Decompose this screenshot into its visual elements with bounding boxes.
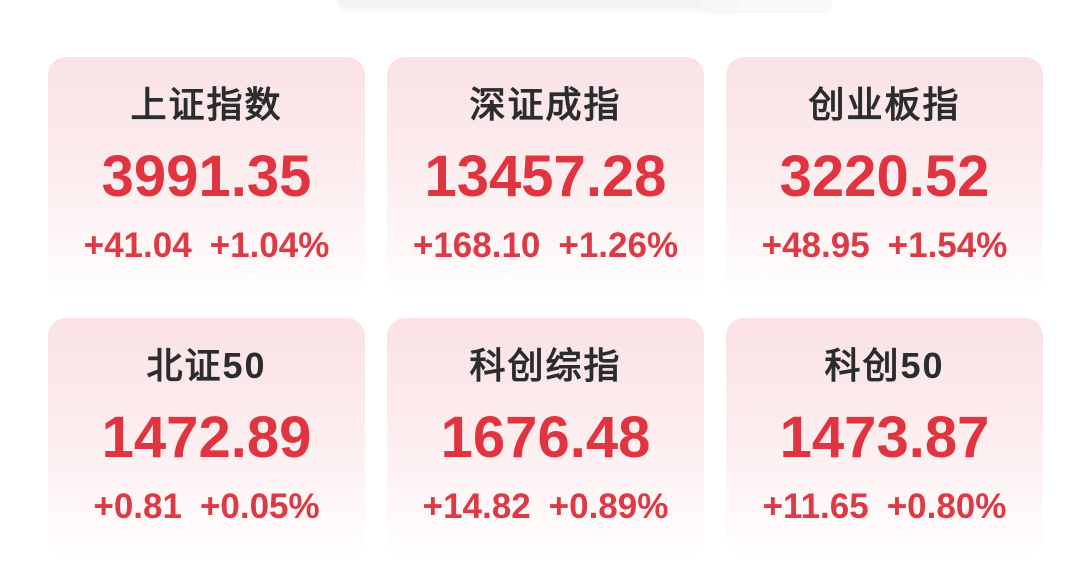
cropped-element-bottom-edge [337, 0, 740, 8]
index-value: 3220.52 [779, 143, 990, 209]
index-card-star-composite[interactable]: 科创综指 1676.48 +14.82 +0.89% [387, 318, 704, 557]
index-name: 科创综指 [469, 345, 622, 386]
index-change-row: +14.82 +0.89% [423, 487, 669, 527]
index-name: 科创50 [824, 345, 945, 386]
index-change-percent: +0.80% [886, 487, 1007, 526]
index-change-percent: +1.26% [558, 226, 679, 265]
index-change-points: +48.95 [761, 226, 870, 265]
index-card-bse50[interactable]: 北证50 1472.89 +0.81 +0.05% [48, 318, 365, 557]
index-value: 3991.35 [101, 143, 312, 209]
index-card-chinext[interactable]: 创业板指 3220.52 +48.95 +1.54% [726, 57, 1043, 296]
index-card-grid: 上证指数 3991.35 +41.04 +1.04% 深证成指 13457.28… [48, 57, 1043, 557]
cropped-element-shadow [700, 0, 832, 14]
index-value: 1473.87 [779, 404, 990, 470]
index-name: 北证50 [146, 345, 267, 386]
index-change-row: +168.10 +1.26% [413, 226, 678, 266]
index-change-row: +11.65 +0.80% [763, 487, 1007, 527]
index-change-percent: +0.89% [548, 487, 669, 526]
index-change-row: +48.95 +1.54% [762, 226, 1008, 266]
index-name: 创业板指 [808, 84, 961, 125]
index-change-points: +11.65 [762, 487, 869, 526]
index-change-row: +0.81 +0.05% [93, 487, 319, 527]
index-change-row: +41.04 +1.04% [84, 226, 330, 266]
index-value: 1676.48 [440, 404, 651, 470]
index-change-percent: +0.05% [199, 487, 320, 526]
index-change-points: +14.82 [422, 487, 531, 526]
index-change-percent: +1.54% [887, 226, 1008, 265]
index-name: 上证指数 [130, 84, 283, 125]
index-change-percent: +1.04% [209, 226, 330, 265]
index-change-points: +0.81 [93, 487, 182, 526]
index-value: 1472.89 [101, 404, 312, 470]
index-value: 13457.28 [424, 143, 667, 209]
index-change-points: +168.10 [412, 226, 541, 265]
index-change-points: +41.04 [83, 226, 192, 265]
index-name: 深证成指 [469, 84, 622, 125]
index-card-shenzhen-component[interactable]: 深证成指 13457.28 +168.10 +1.26% [387, 57, 704, 296]
index-card-shanghai-composite[interactable]: 上证指数 3991.35 +41.04 +1.04% [48, 57, 365, 296]
index-card-star50[interactable]: 科创50 1473.87 +11.65 +0.80% [726, 318, 1043, 557]
